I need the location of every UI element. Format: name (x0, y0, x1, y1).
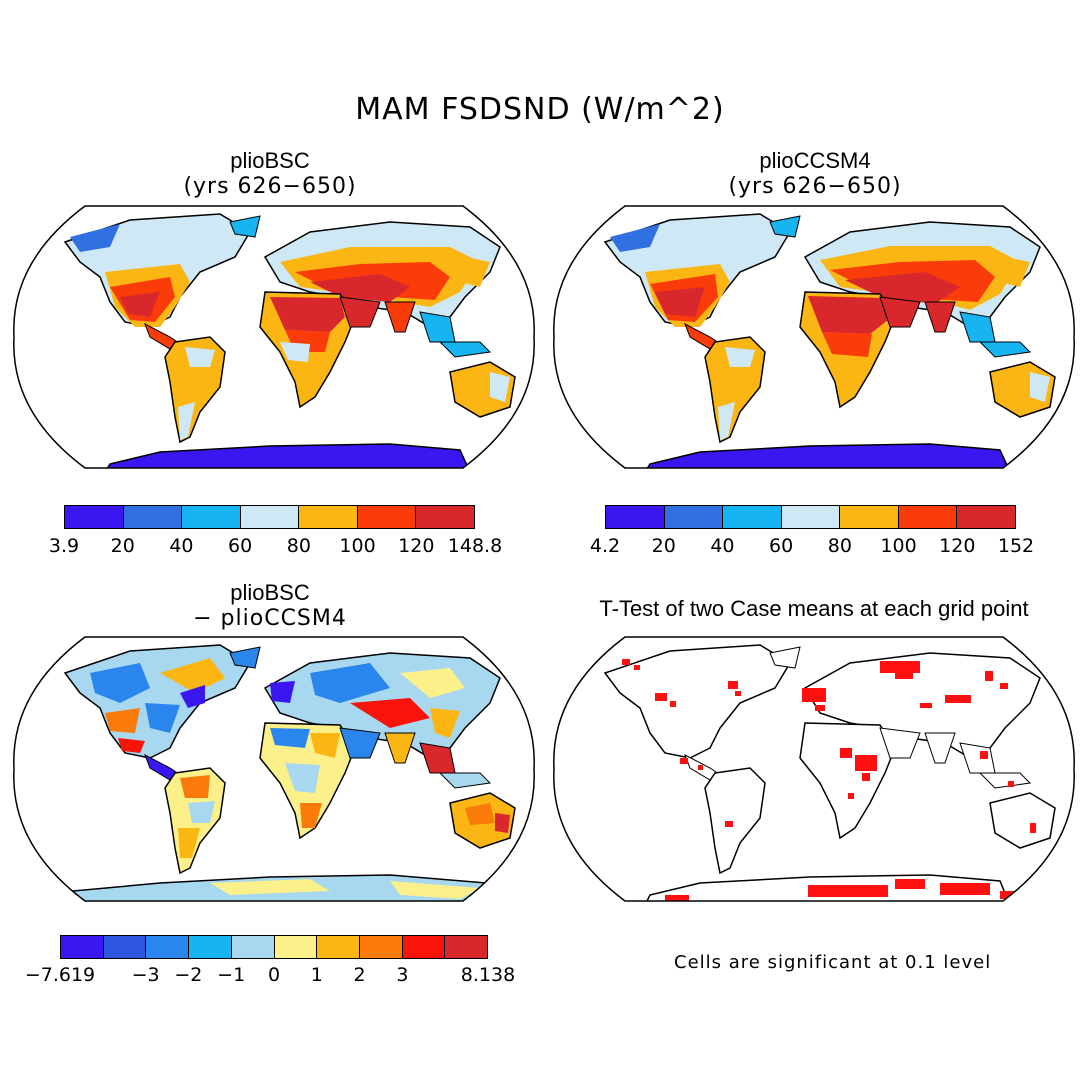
colorbar-tick-label: 20 (651, 535, 676, 557)
colorbar-tick-label: 148.8 (447, 535, 503, 557)
colorbar-swatch (299, 506, 358, 528)
colorbar-diff-ticks: −7.619 −3 −2 −1 0 1 2 3 8.138 (25, 964, 515, 986)
colorbar-tick-label: 3.9 (48, 535, 80, 557)
colorbar-tick-label: 1 (310, 964, 323, 986)
panel-2-subtitle: (yrs 626−650) (728, 174, 902, 199)
colorbar-tick-label: 80 (286, 535, 311, 557)
antarctica (643, 443, 1012, 468)
panel-2-title: plioCCSM4 (759, 148, 871, 173)
colorbar-diff (60, 935, 488, 959)
colorbar-swatch (445, 936, 488, 958)
colorbar-tick-label: −1 (217, 964, 246, 986)
colorbar-swatch (317, 936, 360, 958)
colorbar-tick-label: 120 (939, 535, 976, 557)
antarctica (103, 443, 472, 468)
colorbar-swatch (840, 506, 899, 528)
colorbar-swatch (606, 506, 665, 528)
panel-4-title: T-Test of two Case means at each grid po… (599, 596, 1029, 621)
colorbar-tick-label: −7.619 (24, 964, 96, 986)
colorbar-tick-label: 40 (169, 535, 194, 557)
panel-1-subtitle: (yrs 626−650) (183, 174, 357, 199)
colorbar-tick-label: −2 (174, 964, 203, 986)
map-difference (13, 636, 535, 902)
panel-3-subtitle: − plioCCSM4 (193, 606, 347, 631)
colorbar-swatch (402, 936, 446, 958)
map-plio-bsc (13, 205, 535, 469)
colorbar-swatch (359, 936, 403, 958)
colorbar-swatch (723, 506, 782, 528)
colorbar-ccsm4 (605, 505, 1016, 529)
colorbar-swatch (65, 506, 124, 528)
colorbar-tick-label: 40 (710, 535, 735, 557)
colorbar-swatch (416, 506, 475, 528)
colorbar-tick-label: 100 (339, 535, 376, 557)
colorbar-swatch (957, 506, 1016, 528)
colorbar-tick-label: 2 (353, 964, 366, 986)
colorbar-tick-label: 100 (880, 535, 917, 557)
colorbar-swatch (103, 936, 147, 958)
map-ttest (553, 636, 1075, 902)
colorbar-tick-label: 60 (228, 535, 253, 557)
panel-1-title: plioBSC (230, 148, 310, 173)
colorbar-tick-label: 60 (769, 535, 794, 557)
significance-note: Cells are significant at 0.1 level (674, 952, 992, 973)
colorbar-swatch (240, 506, 300, 528)
colorbar-swatch (664, 506, 724, 528)
colorbar-tick-label: 80 (827, 535, 852, 557)
panel-3-title: plioBSC (230, 580, 310, 605)
map-plio-ccsm4 (553, 205, 1075, 469)
colorbar-tick-label: 4.2 (589, 535, 621, 557)
colorbar-swatch (781, 506, 841, 528)
colorbar-tick-label: 3 (396, 964, 409, 986)
colorbar-swatch (274, 936, 318, 958)
colorbar-tick-label: 152 (997, 535, 1035, 557)
colorbar-swatch (146, 936, 190, 958)
colorbar-bsc (64, 505, 475, 529)
figure-title: MAM FSDSND (W/m^2) (355, 92, 725, 127)
colorbar-swatch (182, 506, 241, 528)
colorbar-tick-label: 20 (110, 535, 135, 557)
south-america (704, 767, 766, 875)
colorbar-tick-label: 8.138 (460, 964, 516, 986)
colorbar-bsc-ticks: 3.9 20 40 60 80 100 120 148.8 (49, 535, 502, 557)
north-america (603, 644, 792, 759)
colorbar-ccsm4-ticks: 4.2 20 40 60 80 100 120 152 (590, 535, 1034, 557)
colorbar-swatch (189, 936, 232, 958)
colorbar-swatch (231, 936, 275, 958)
colorbar-tick-label: −3 (131, 964, 160, 986)
australia (989, 792, 1056, 849)
colorbar-swatch (61, 936, 104, 958)
colorbar-tick-label: 120 (398, 535, 435, 557)
colorbar-tick-label: 0 (267, 964, 281, 986)
colorbar-swatch (357, 506, 417, 528)
colorbar-swatch (898, 506, 958, 528)
colorbar-swatch (123, 506, 183, 528)
